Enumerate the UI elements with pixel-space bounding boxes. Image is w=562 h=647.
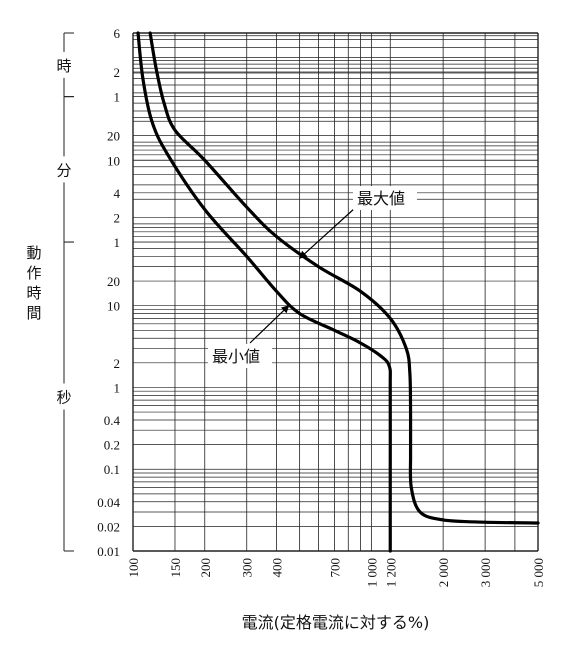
y-unit-label: 秒 — [56, 389, 71, 407]
annotation-min-arrow — [249, 304, 290, 344]
y-tick-label: 1 — [114, 380, 121, 395]
y-tick-label: 20 — [107, 274, 120, 289]
y-tick-label: 2 — [114, 210, 121, 225]
series-min-curve — [136, 31, 392, 553]
y-unit-label: 分 — [56, 161, 71, 179]
x-tick-label: 400 — [270, 558, 285, 578]
y-tick-label: 4 — [114, 186, 121, 201]
x-tick-label: 200 — [198, 558, 213, 578]
grid — [132, 32, 539, 552]
annotation-max-arrow — [298, 207, 356, 259]
y-tick-label: 20 — [107, 129, 120, 144]
annotation-bg — [353, 186, 417, 210]
x-axis-label: 電流(定格電流に対する%) — [242, 613, 430, 632]
y-tick-label: 0.2 — [104, 438, 120, 453]
y-unit-label: 時 — [56, 57, 71, 75]
y-tick-label: 10 — [107, 153, 120, 168]
x-tick-label: 100 — [126, 558, 141, 578]
y-tick-label: 0.4 — [104, 413, 121, 428]
x-tick-label: 150 — [168, 558, 183, 578]
y-tick-label: 10 — [107, 299, 120, 314]
annotation-bg — [208, 344, 272, 368]
y-tick-labels: 6 2 1 20 10 4 2 1 20 10 2 1 0.4 0.2 0.1 0.04 0.02 0.01 — [97, 26, 120, 559]
annotation-min-label: 最小値 — [212, 347, 260, 366]
x-tick-label: 3 000 — [478, 558, 493, 587]
y-tick-label: 0.1 — [104, 462, 120, 477]
y-tick-label: 0.04 — [97, 495, 120, 510]
y-tick-label: 2 — [114, 356, 121, 371]
y-axis-label: 動作時間 — [26, 244, 41, 322]
annotation-max-label: 最大値 — [357, 189, 405, 208]
x-tick-label: 1 000 — [364, 558, 379, 587]
y-tick-label: 1 — [114, 235, 121, 250]
x-tick-labels: 100 150 200 300 400 700 1 000 1 200 2 000 3 000 5 … — [126, 558, 546, 587]
curves — [136, 31, 540, 553]
y-tick-label: 0.02 — [97, 519, 120, 534]
y-unit-brackets: 時分秒 — [56, 32, 74, 552]
x-tick-label: 700 — [327, 558, 342, 578]
y-tick-label: 1 — [114, 90, 121, 105]
x-tick-label: 2 000 — [436, 558, 451, 587]
x-tick-label: 5 000 — [531, 558, 546, 587]
y-tick-label: 6 — [114, 26, 121, 41]
x-tick-label: 300 — [240, 558, 255, 578]
y-tick-label: 0.01 — [97, 544, 120, 559]
y-tick-label: 2 — [114, 65, 121, 80]
series-max-curve — [148, 31, 540, 525]
x-tick-label: 1 200 — [383, 558, 398, 587]
